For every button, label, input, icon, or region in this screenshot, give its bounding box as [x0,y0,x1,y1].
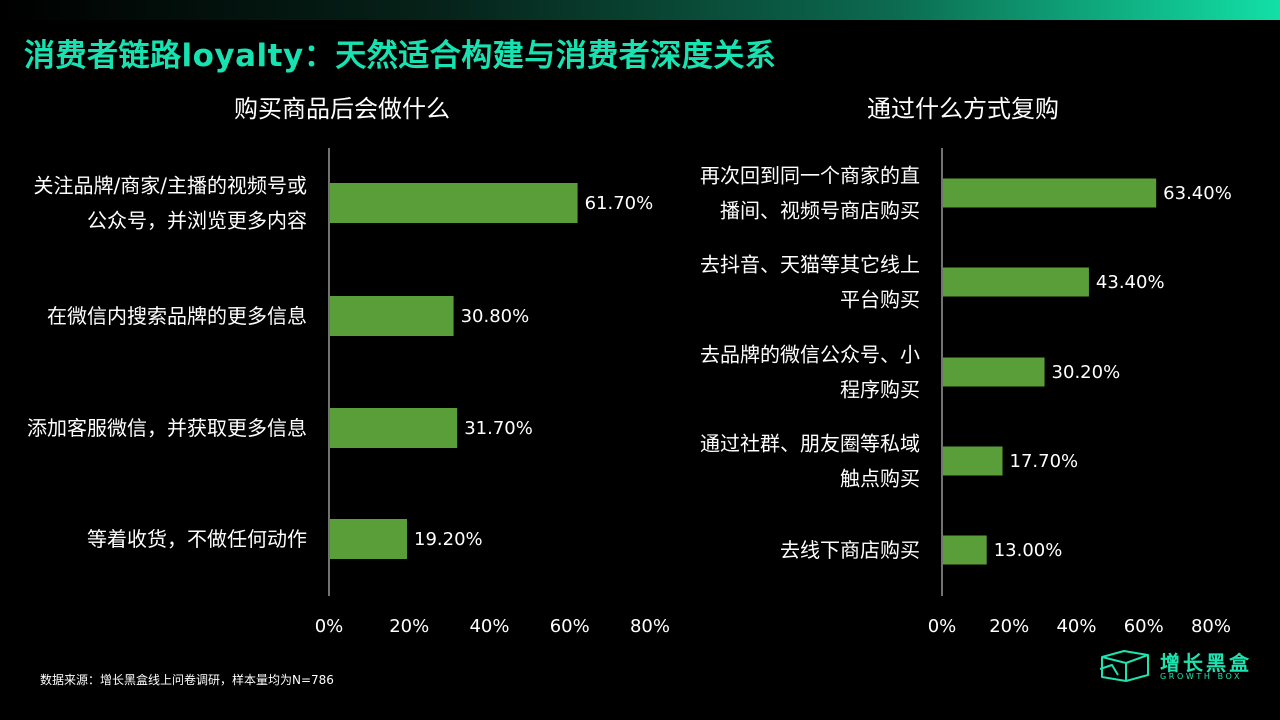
x-tick-label: 60% [1124,616,1164,637]
x-tick-label: 40% [1056,616,1096,637]
data-label: 61.70% [585,193,654,214]
data-label: 43.40% [1096,272,1165,293]
x-tick-label: 40% [469,616,509,637]
x-tick-label: 60% [550,616,590,637]
brand-name: 增长黑盒 [1160,651,1252,675]
category-label: 去抖音、天猫等其它线上 [700,253,920,277]
bar [330,519,408,559]
bar [330,408,458,448]
x-tick-label: 0% [315,616,344,637]
data-label: 31.70% [464,418,533,439]
data-label: 19.20% [414,529,483,550]
x-tick-label: 20% [989,616,1029,637]
x-tick-label: 80% [630,616,670,637]
category-label: 去线下商店购买 [780,538,920,562]
x-tick-label: 20% [389,616,429,637]
data-label: 30.80% [461,306,530,327]
category-label: 添加客服微信，并获取更多信息 [27,416,307,440]
category-label: 播间、视频号商店购买 [720,199,920,223]
x-tick-label: 0% [928,616,957,637]
data-label: 63.40% [1163,183,1232,204]
bar [330,183,578,223]
chart-title: 通过什么方式复购 [867,95,1059,123]
category-label: 等着收货，不做任何动作 [87,527,307,551]
x-tick-label: 80% [1191,616,1231,637]
bar [943,357,1045,387]
category-label: 平台购买 [840,288,920,312]
data-label: 30.20% [1052,362,1121,383]
category-label: 公众号，并浏览更多内容 [87,209,307,233]
category-label: 再次回到同一个商家的直 [700,164,920,188]
bar [943,535,987,565]
category-label: 在微信内搜索品牌的更多信息 [47,304,307,328]
category-label: 触点购买 [840,467,920,491]
category-label: 关注品牌/商家/主播的视频号或 [34,174,307,198]
bar [943,446,1003,476]
data-label: 17.70% [1010,451,1079,472]
brand-logo: 增长黑盒 GROWTH BOX [1098,645,1258,685]
category-label: 通过社群、朋友圈等私域 [700,432,920,456]
category-label: 去品牌的微信公众号、小 [700,343,920,367]
chart-title: 购买商品后会做什么 [234,95,450,123]
page-title: 消费者链路loyalty：天然适合构建与消费者深度关系 [24,38,777,74]
data-label: 13.00% [994,540,1063,561]
top-accent-stripe [0,0,1280,20]
growth-box-logo-icon [1099,650,1149,682]
brand-subtitle: GROWTH BOX [1160,672,1243,681]
category-label: 程序购买 [840,378,920,402]
source-note: 数据来源：增长黑盒线上问卷调研，样本量均为N=786 [40,673,334,687]
bar [943,178,1157,208]
bar [943,267,1089,297]
bar [330,296,454,336]
